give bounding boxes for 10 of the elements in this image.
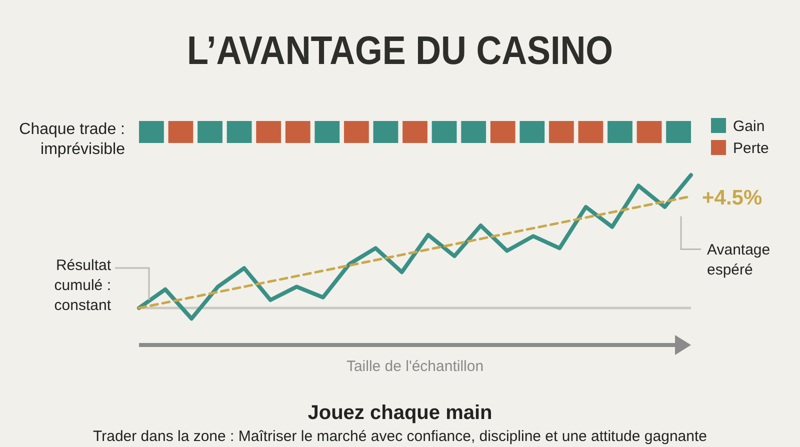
text: Jouez chaque main bbox=[308, 402, 492, 424]
text: +4.5% bbox=[702, 186, 762, 210]
text: Résultat cumulé : constant bbox=[54, 257, 112, 314]
legend-label: Gain bbox=[733, 118, 765, 135]
y-axis-title: Chaque trade : imprévisible bbox=[19, 121, 126, 158]
text: Trader dans la zone : Maîtriser le marché avec confiance, discipline et une attitude gagnante bbox=[93, 428, 707, 445]
x-axis-title: Taille de l'échantillon bbox=[346, 358, 484, 375]
chart-title: L’AVANTAGE DU CASINO bbox=[186, 28, 614, 72]
text: Avantage espéré bbox=[707, 241, 770, 278]
legend-label: Perte bbox=[733, 140, 769, 157]
